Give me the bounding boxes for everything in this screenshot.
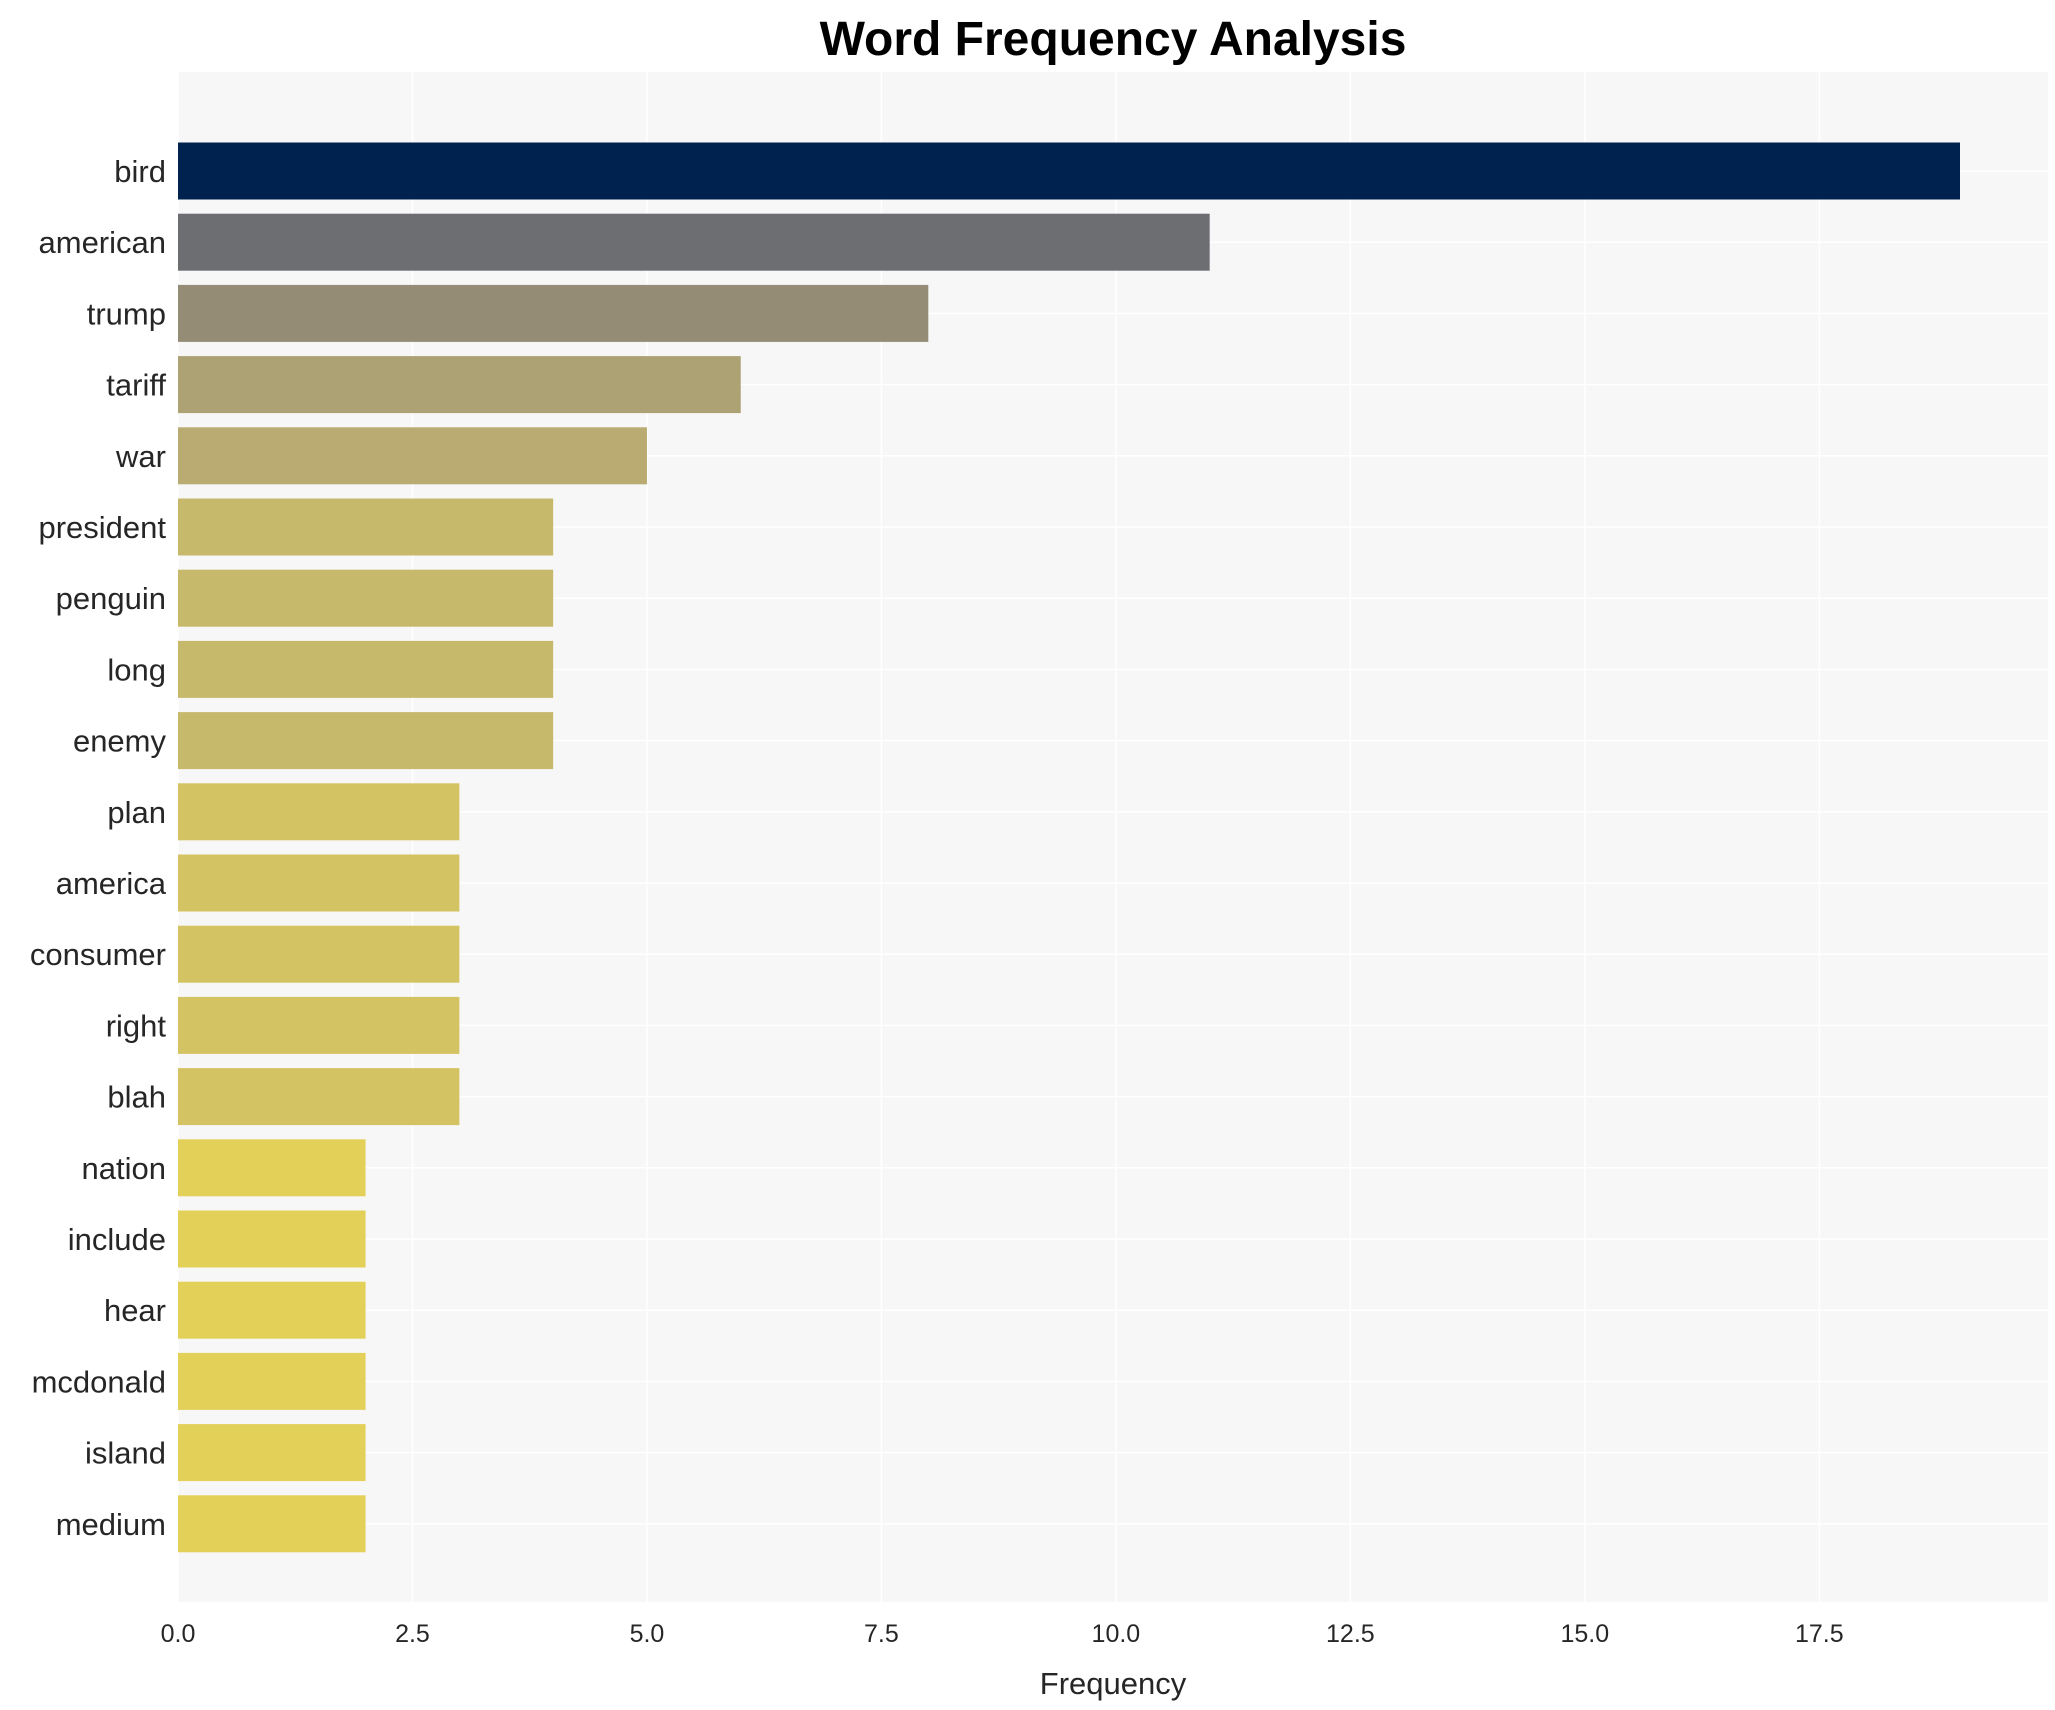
y-tick-label: penguin bbox=[56, 581, 166, 616]
bar-include bbox=[178, 1210, 366, 1268]
y-tick-label: blah bbox=[107, 1080, 166, 1115]
x-tick-label: 15.0 bbox=[1561, 1620, 1610, 1648]
bar-trump bbox=[178, 284, 929, 342]
bar-president bbox=[178, 498, 554, 556]
y-tick-label: hear bbox=[104, 1293, 166, 1328]
y-tick-labels: bird american trump tariff war president pengu… bbox=[30, 154, 167, 1542]
y-tick-label: include bbox=[68, 1222, 166, 1257]
x-tick-label: 17.5 bbox=[1795, 1620, 1844, 1648]
y-tick-label: plan bbox=[107, 795, 166, 830]
bar-plan bbox=[178, 783, 460, 841]
x-tick-label: 7.5 bbox=[864, 1620, 899, 1648]
y-tick-label: war bbox=[115, 439, 166, 474]
y-tick-label: america bbox=[56, 866, 167, 901]
x-tick-labels: 0.0 2.5 5.0 7.5 10.0 12.5 15.0 17.5 bbox=[161, 1620, 1844, 1648]
x-tick-label: 0.0 bbox=[161, 1620, 196, 1648]
bar-american bbox=[178, 213, 1210, 271]
bar-enemy bbox=[178, 712, 554, 770]
bar-island bbox=[178, 1424, 366, 1482]
bar-bird bbox=[178, 142, 1960, 200]
y-tick-label: mcdonald bbox=[32, 1364, 166, 1399]
bar-long bbox=[178, 640, 554, 698]
bars bbox=[178, 142, 1960, 1553]
x-axis-label: Frequency bbox=[1040, 1666, 1187, 1701]
y-tick-label: medium bbox=[56, 1507, 166, 1542]
y-tick-label: island bbox=[85, 1436, 166, 1471]
bar-america bbox=[178, 854, 460, 912]
y-tick-label: consumer bbox=[30, 937, 166, 972]
bar-war bbox=[178, 427, 647, 485]
bar-consumer bbox=[178, 925, 460, 983]
bar-penguin bbox=[178, 569, 554, 627]
y-tick-label: enemy bbox=[73, 724, 167, 759]
y-tick-label: american bbox=[39, 225, 167, 260]
x-tick-label: 2.5 bbox=[395, 1620, 430, 1648]
bar-blah bbox=[178, 1068, 460, 1126]
y-tick-label: bird bbox=[114, 154, 166, 189]
bar-hear bbox=[178, 1281, 366, 1339]
bar-tariff bbox=[178, 356, 741, 414]
y-tick-label: trump bbox=[87, 296, 166, 331]
y-tick-label: long bbox=[107, 652, 166, 687]
y-tick-label: president bbox=[38, 510, 166, 545]
x-tick-label: 5.0 bbox=[630, 1620, 665, 1648]
bar-nation bbox=[178, 1139, 366, 1197]
chart-title: Word Frequency Analysis bbox=[820, 13, 1407, 66]
y-tick-label: right bbox=[106, 1008, 167, 1043]
bar-medium bbox=[178, 1495, 366, 1553]
bar-right bbox=[178, 996, 460, 1054]
bar-mcdonald bbox=[178, 1352, 366, 1410]
y-tick-label: tariff bbox=[106, 368, 166, 403]
x-tick-label: 10.0 bbox=[1092, 1620, 1141, 1648]
x-tick-label: 12.5 bbox=[1326, 1620, 1375, 1648]
y-tick-label: nation bbox=[82, 1151, 166, 1186]
